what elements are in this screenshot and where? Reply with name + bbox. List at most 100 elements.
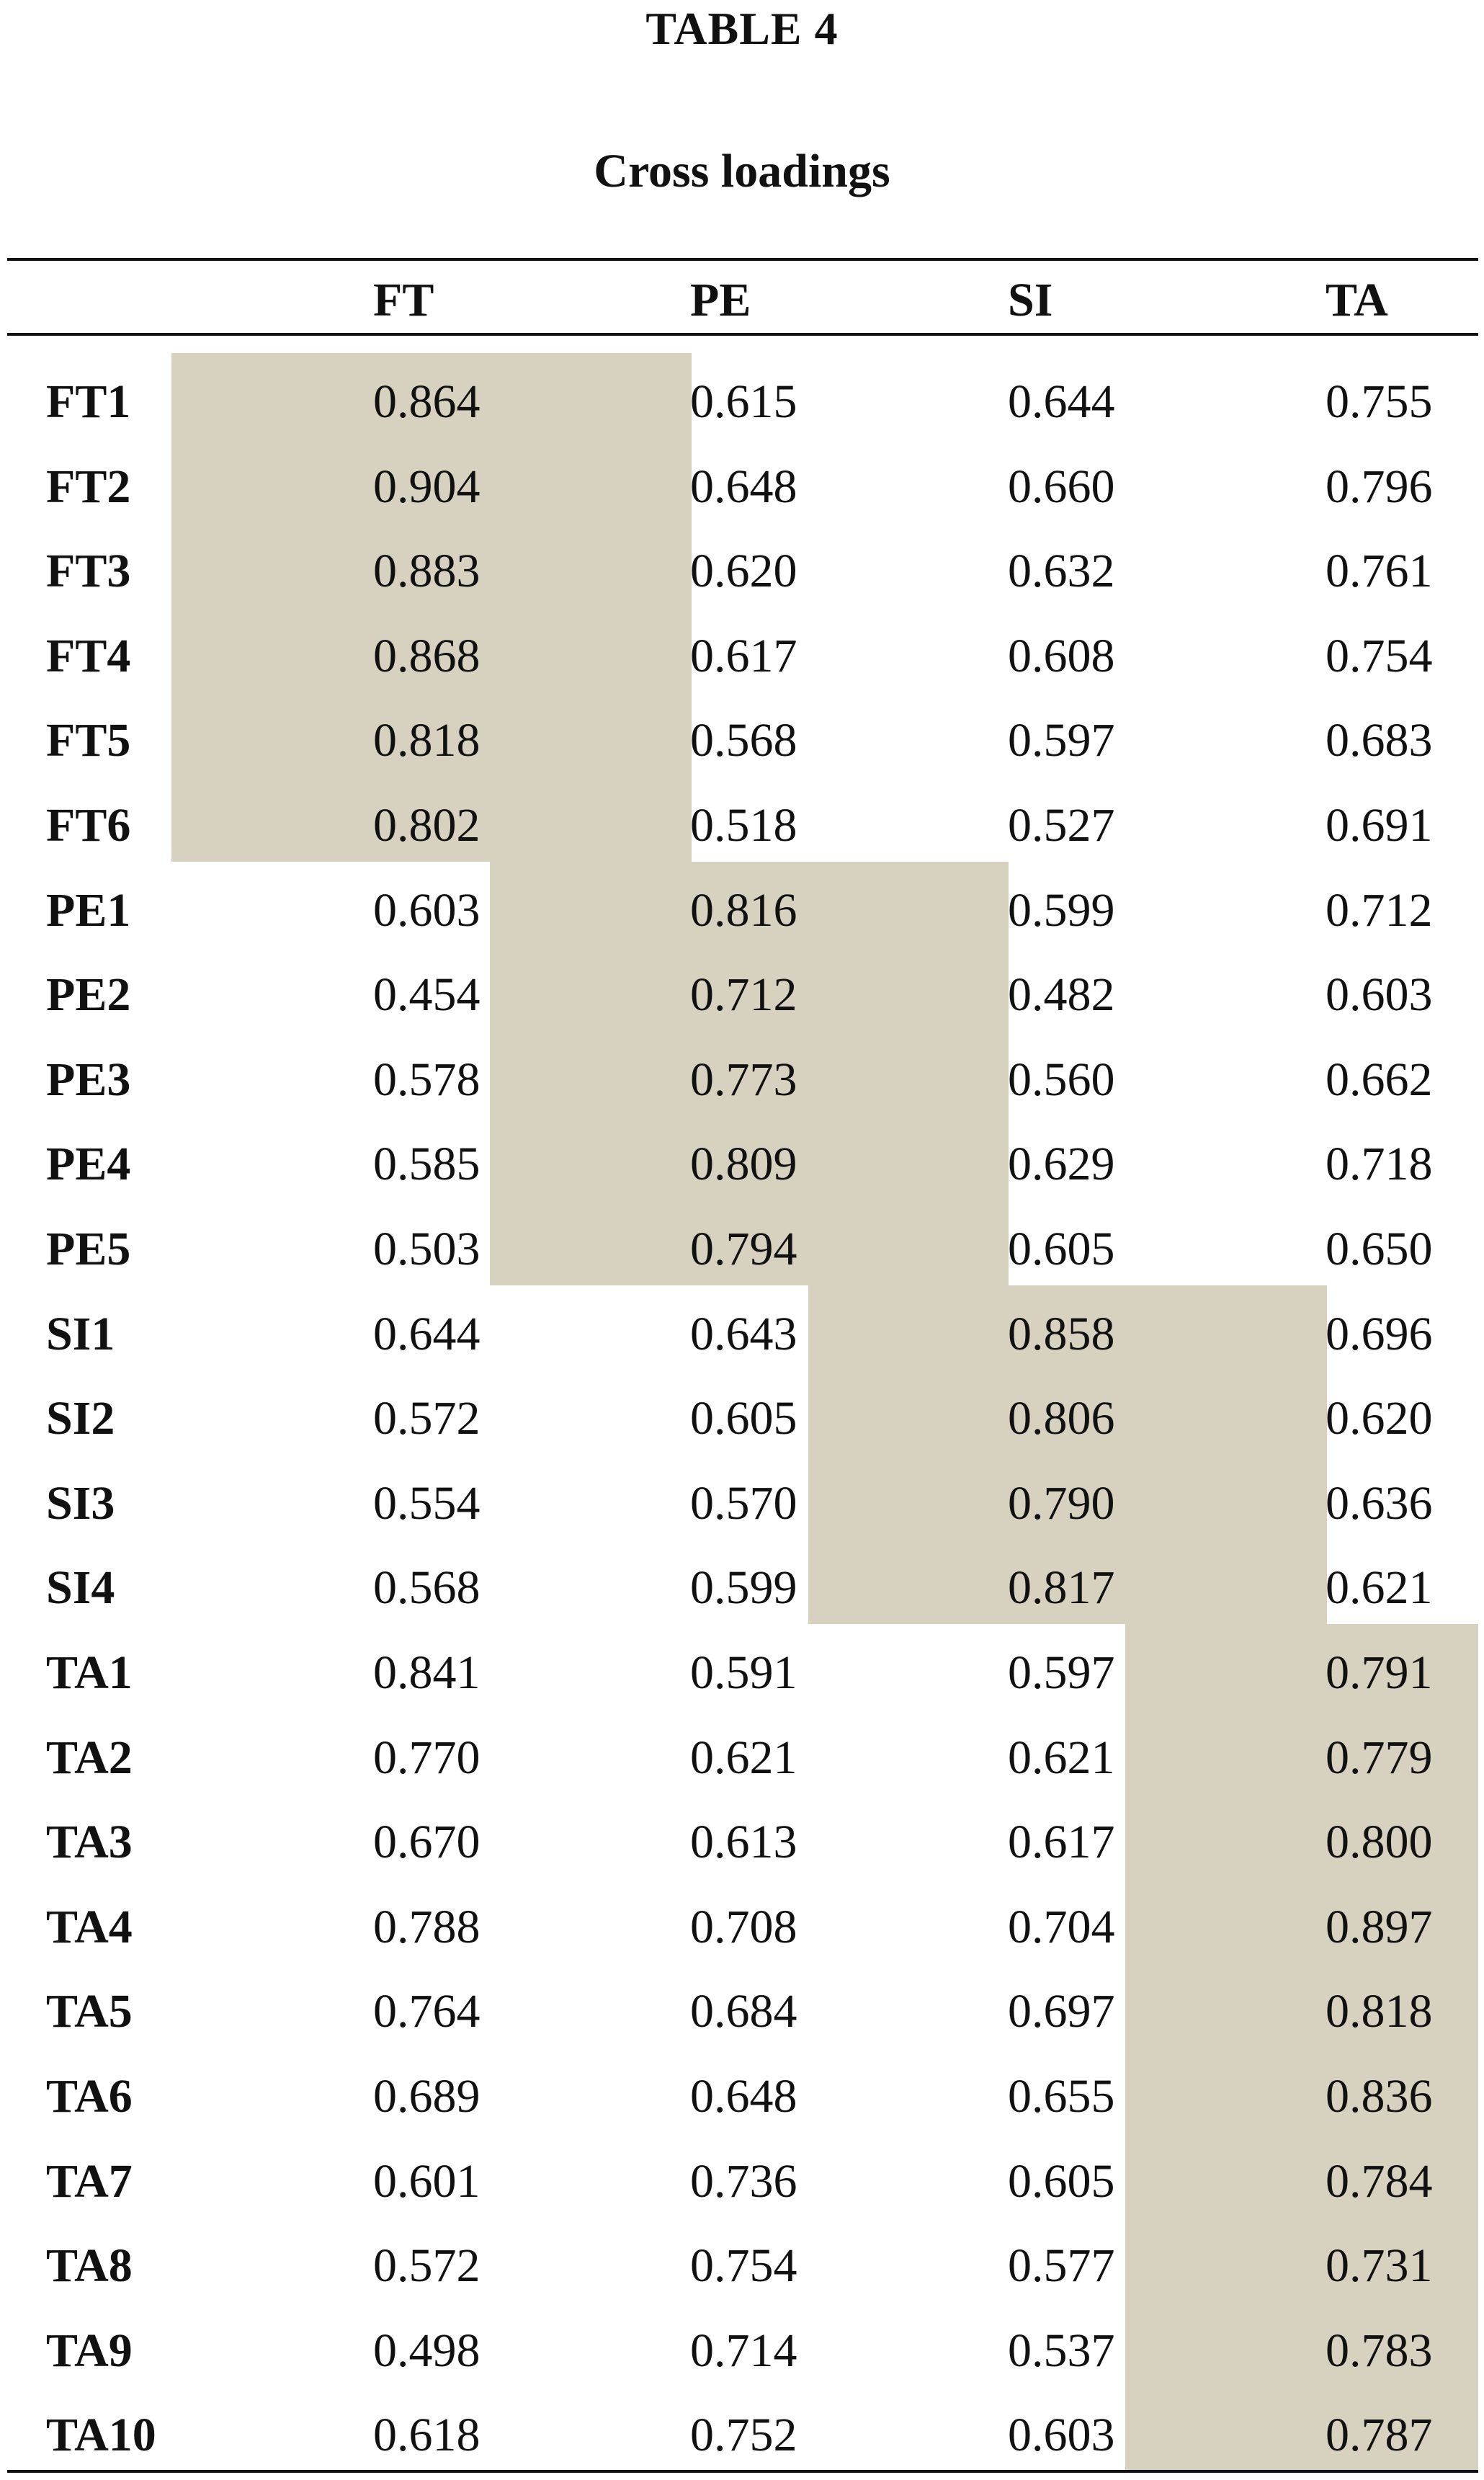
table-cell: 0.883 (373, 545, 480, 598)
table-cell: 0.817 (1008, 1561, 1115, 1615)
row-label: TA3 (46, 1816, 133, 1869)
table-cell: 0.621 (690, 1731, 797, 1784)
table-cell: 0.454 (373, 968, 480, 1022)
highlight-block-si (808, 1285, 1327, 1624)
row-label: SI1 (46, 1307, 115, 1360)
table-row: SI4 0.568 0.599 0.817 0.621 (0, 1543, 1484, 1628)
table-cell: 0.605 (690, 1392, 797, 1445)
table-cell: 0.754 (1326, 629, 1433, 682)
table-cell: 0.537 (1008, 2324, 1115, 2377)
table-cell: 0.779 (1326, 1731, 1433, 1784)
table-cell: 0.621 (1008, 1731, 1115, 1784)
table-cell: 0.794 (690, 1223, 797, 1275)
table-row: TA6 0.689 0.648 0.655 0.836 (0, 2052, 1484, 2137)
table-row: TA4 0.788 0.708 0.704 0.897 (0, 1883, 1484, 1968)
table-cell: 0.578 (373, 1053, 480, 1106)
table-title: Cross loadings (594, 145, 890, 197)
table-cell: 0.527 (1008, 799, 1115, 852)
table-cell: 0.644 (373, 1307, 480, 1360)
table-cell: 0.603 (373, 883, 480, 937)
bottom-rule (7, 2470, 1478, 2473)
table-cell: 0.868 (373, 629, 480, 682)
table-cell: 0.764 (373, 1985, 480, 2038)
table-row: TA3 0.670 0.613 0.617 0.800 (0, 1798, 1484, 1883)
table-cell: 0.603 (1326, 968, 1433, 1022)
table-row: FT2 0.904 0.648 0.660 0.796 (0, 442, 1484, 527)
table-cell: 0.597 (1008, 714, 1115, 767)
table-row: SI2 0.572 0.605 0.806 0.620 (0, 1374, 1484, 1459)
table-cell: 0.503 (373, 1223, 480, 1275)
table-cell: 0.904 (373, 460, 480, 513)
table-cell: 0.718 (1326, 1138, 1433, 1191)
row-label: TA8 (46, 2239, 133, 2293)
header-cell-ft: FT (373, 274, 434, 326)
table-row: FT5 0.818 0.568 0.597 0.683 (0, 696, 1484, 781)
table-row: FT6 0.802 0.518 0.527 0.691 (0, 781, 1484, 866)
table-cell: 0.784 (1326, 2154, 1433, 2208)
table-cell: 0.643 (690, 1307, 797, 1360)
table-cell: 0.806 (1008, 1392, 1115, 1445)
highlight-block-ft (171, 353, 692, 862)
table-cell: 0.754 (690, 2239, 797, 2293)
table-cell: 0.712 (1326, 883, 1433, 937)
table-cell: 0.560 (1008, 1053, 1115, 1106)
table-cell: 0.597 (1008, 1646, 1115, 1699)
table-row: FT3 0.883 0.620 0.632 0.761 (0, 527, 1484, 612)
table-cell: 0.629 (1008, 1138, 1115, 1191)
table-cell: 0.787 (1326, 2409, 1433, 2462)
table-cell: 0.791 (1326, 1646, 1433, 1699)
table-cell: 0.603 (1008, 2409, 1115, 2462)
row-label: TA1 (46, 1646, 133, 1699)
table-cell: 0.570 (690, 1476, 797, 1530)
table-cell: 0.568 (690, 714, 797, 767)
table-cell: 0.605 (1008, 2154, 1115, 2208)
row-label: TA5 (46, 1985, 133, 2038)
table-cell: 0.683 (1326, 714, 1433, 767)
table-cell: 0.752 (690, 2409, 797, 2462)
table-row: TA2 0.770 0.621 0.621 0.779 (0, 1713, 1484, 1798)
table-cell: 0.818 (1326, 1985, 1433, 2038)
highlight-block-pe (490, 862, 1009, 1285)
row-label: FT3 (46, 545, 131, 598)
table-cell: 0.650 (1326, 1223, 1433, 1275)
table-cell: 0.613 (690, 1816, 797, 1869)
table-cell: 0.498 (373, 2324, 480, 2377)
header-cell-si: SI (1008, 274, 1053, 326)
table-cell: 0.572 (373, 1392, 480, 1445)
row-label: PE3 (46, 1053, 131, 1106)
table-cell: 0.615 (690, 375, 797, 428)
table-header-row: FT PE SI TA (0, 261, 1484, 333)
table-cell: 0.790 (1008, 1476, 1115, 1530)
table-cell: 0.691 (1326, 799, 1433, 852)
row-label: FT2 (46, 460, 131, 513)
row-label: PE4 (46, 1138, 131, 1191)
table-cell: 0.788 (373, 1900, 480, 1953)
row-label: TA2 (46, 1731, 133, 1784)
row-label: TA4 (46, 1900, 133, 1953)
table-cell: 0.783 (1326, 2324, 1433, 2377)
table-row: TA9 0.498 0.714 0.537 0.783 (0, 2306, 1484, 2391)
table-cell: 0.800 (1326, 1816, 1433, 1869)
table-row: PE2 0.454 0.712 0.482 0.603 (0, 950, 1484, 1035)
table-row: FT1 0.864 0.615 0.644 0.755 (0, 357, 1484, 442)
table-row: FT4 0.868 0.617 0.608 0.754 (0, 612, 1484, 697)
table-row: TA5 0.764 0.684 0.697 0.818 (0, 1967, 1484, 2052)
table-cell: 0.644 (1008, 375, 1115, 428)
row-label: FT1 (46, 375, 131, 428)
table-row: PE1 0.603 0.816 0.599 0.712 (0, 866, 1484, 951)
table-cell: 0.599 (1008, 883, 1115, 937)
row-label: TA6 (46, 2070, 133, 2123)
table-cell: 0.864 (373, 375, 480, 428)
table-cell: 0.621 (1326, 1561, 1433, 1615)
row-label: SI2 (46, 1392, 115, 1445)
table-cell: 0.755 (1326, 375, 1433, 428)
row-label: TA9 (46, 2324, 133, 2377)
table-cell: 0.897 (1326, 1900, 1433, 1953)
table-row: TA8 0.572 0.754 0.577 0.731 (0, 2221, 1484, 2306)
table-cell: 0.773 (690, 1053, 797, 1106)
table-cell: 0.696 (1326, 1307, 1433, 1360)
table-cell: 0.617 (1008, 1816, 1115, 1869)
table-cell: 0.818 (373, 714, 480, 767)
table-cell: 0.660 (1008, 460, 1115, 513)
table-cell: 0.605 (1008, 1223, 1115, 1275)
